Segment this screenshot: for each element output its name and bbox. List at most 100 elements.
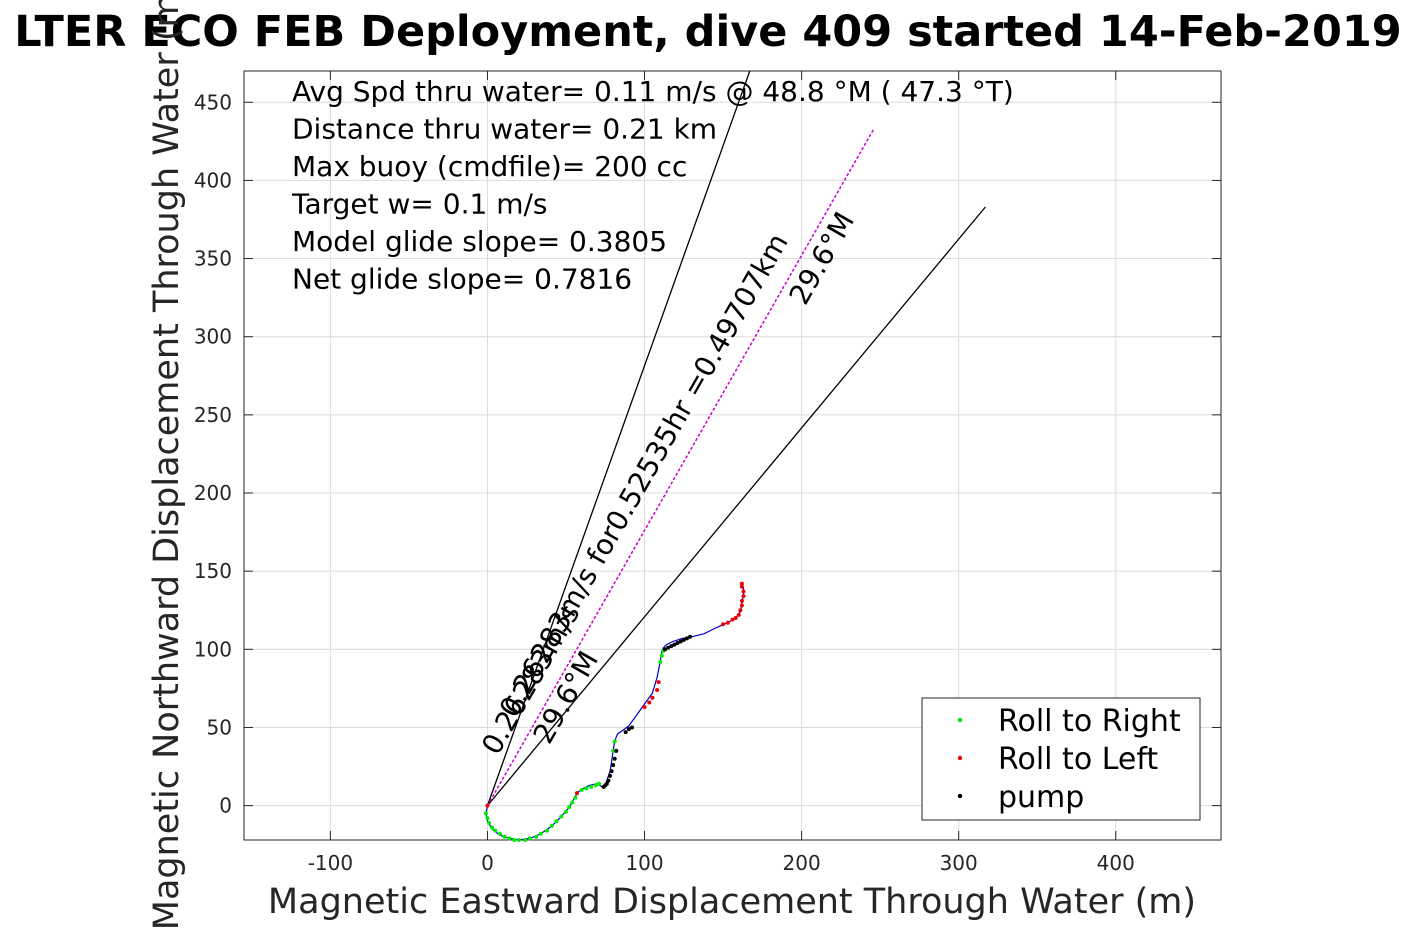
roll-right-point bbox=[612, 739, 617, 744]
legend-box bbox=[921, 697, 1201, 821]
annotation-line: Model glide slope= 0.3805 bbox=[292, 225, 667, 258]
roll-right-point bbox=[567, 805, 572, 810]
roll-left-point bbox=[642, 705, 647, 710]
roll-left-point bbox=[725, 620, 730, 625]
roll-left-point bbox=[741, 589, 746, 594]
roll-left-point bbox=[736, 612, 741, 617]
y-tick-label: 150 bbox=[194, 559, 232, 583]
legend-marker bbox=[957, 793, 963, 799]
pump-point bbox=[675, 641, 680, 646]
pump-point bbox=[604, 781, 609, 786]
pump-point bbox=[626, 727, 631, 732]
plot-area bbox=[243, 70, 1222, 841]
x-tick-label: 300 bbox=[940, 851, 978, 875]
pump-point bbox=[684, 636, 689, 641]
roll-right-point bbox=[549, 823, 554, 828]
annotation-line: Net glide slope= 0.7816 bbox=[292, 263, 632, 296]
roll-right-point bbox=[485, 816, 490, 821]
roll-right-point bbox=[490, 825, 495, 830]
y-tick-label: 100 bbox=[194, 637, 232, 661]
roll-left-point bbox=[650, 695, 655, 700]
pump-point bbox=[612, 756, 617, 761]
pump-point bbox=[606, 778, 611, 783]
roll-right-point bbox=[523, 838, 528, 842]
legend-marker bbox=[957, 755, 963, 761]
roll-right-point bbox=[516, 838, 521, 842]
roll-right-point bbox=[512, 838, 517, 842]
roll-left-point bbox=[739, 598, 744, 603]
annotation-line: Max buoy (cmdfile)= 200 cc bbox=[292, 150, 687, 183]
roll-right-point bbox=[534, 834, 539, 839]
roll-right-point bbox=[596, 781, 601, 786]
legend-marker bbox=[957, 717, 963, 723]
grid bbox=[244, 71, 1221, 840]
roll-right-point bbox=[573, 795, 578, 800]
roll-right-point bbox=[487, 820, 492, 825]
y-tick-label: 200 bbox=[194, 481, 232, 505]
y-tick-label: 450 bbox=[194, 90, 232, 114]
cone-upper-line bbox=[486, 70, 751, 806]
pump-point bbox=[623, 730, 628, 735]
y-tick-label: 300 bbox=[194, 325, 232, 349]
roll-right-point bbox=[593, 783, 598, 788]
x-axis-label: Magnetic Eastward Displacement Through W… bbox=[268, 882, 1196, 922]
y-tick-label: 350 bbox=[194, 247, 232, 271]
pump-point bbox=[666, 645, 671, 650]
reference-lines bbox=[486, 70, 986, 807]
annotation-line: Avg Spd thru water= 0.11 m/s @ 48.8 °M (… bbox=[292, 75, 1014, 108]
roll-right-point bbox=[589, 784, 594, 789]
cone-lower-line bbox=[486, 206, 986, 807]
pump-point bbox=[662, 647, 667, 652]
roll-left-point bbox=[656, 680, 661, 685]
pump-point bbox=[614, 748, 619, 753]
roll-right-point bbox=[659, 653, 664, 658]
roll-right-point bbox=[554, 819, 559, 824]
roll-left-point bbox=[739, 581, 744, 586]
roll-right-point bbox=[538, 831, 543, 836]
roll-left-point bbox=[738, 608, 743, 613]
pump-point bbox=[669, 644, 674, 649]
data-points bbox=[483, 581, 746, 842]
roll-left-point bbox=[730, 617, 735, 622]
pump-point bbox=[607, 773, 612, 778]
roll-left-point bbox=[574, 791, 579, 796]
roll-right-point bbox=[584, 786, 589, 791]
roll-right-point bbox=[611, 748, 616, 753]
roll-right-point bbox=[570, 800, 575, 805]
pump-point bbox=[678, 639, 683, 644]
pump-point bbox=[681, 637, 686, 642]
pump-point bbox=[672, 642, 677, 647]
roll-right-point bbox=[579, 787, 584, 792]
roll-right-point bbox=[559, 814, 564, 819]
pump-point bbox=[611, 762, 616, 767]
x-tick-label: 100 bbox=[625, 851, 663, 875]
pump-point bbox=[629, 725, 634, 730]
roll-right-point bbox=[498, 831, 503, 836]
legend-entry: pump bbox=[998, 780, 1084, 815]
axis-ticks: -100 0 100 200 300 400 0 50 100 150 200 250 300 350 40… bbox=[194, 71, 1221, 875]
annotation-line: Target w= 0.1 m/s bbox=[291, 188, 548, 221]
pump-point bbox=[609, 769, 614, 774]
roll-left-point bbox=[721, 622, 726, 627]
roll-left-point bbox=[739, 603, 744, 608]
x-tick-label: 400 bbox=[1097, 851, 1135, 875]
roll-right-point bbox=[507, 836, 512, 841]
roll-left-point bbox=[741, 594, 746, 599]
roll-right-point bbox=[483, 811, 488, 816]
legend-entry: Roll to Left bbox=[998, 742, 1158, 777]
roll-right-point bbox=[502, 834, 507, 839]
chart-title: LTER ECO FEB Deployment, dive 409 starte… bbox=[14, 7, 1401, 57]
roll-right-point bbox=[564, 809, 569, 814]
x-tick-label: 200 bbox=[783, 851, 821, 875]
y-tick-label: 250 bbox=[194, 403, 232, 427]
roll-right-point bbox=[658, 659, 663, 664]
roll-left-point bbox=[485, 803, 490, 808]
y-axis-label: Magnetic Northward Displacement Through … bbox=[147, 0, 187, 930]
y-tick-label: 0 bbox=[219, 794, 232, 818]
annotation-line: Distance thru water= 0.21 km bbox=[292, 113, 717, 146]
roll-right-point bbox=[493, 828, 498, 833]
roll-right-point bbox=[545, 828, 550, 833]
roll-left-point bbox=[733, 616, 738, 621]
